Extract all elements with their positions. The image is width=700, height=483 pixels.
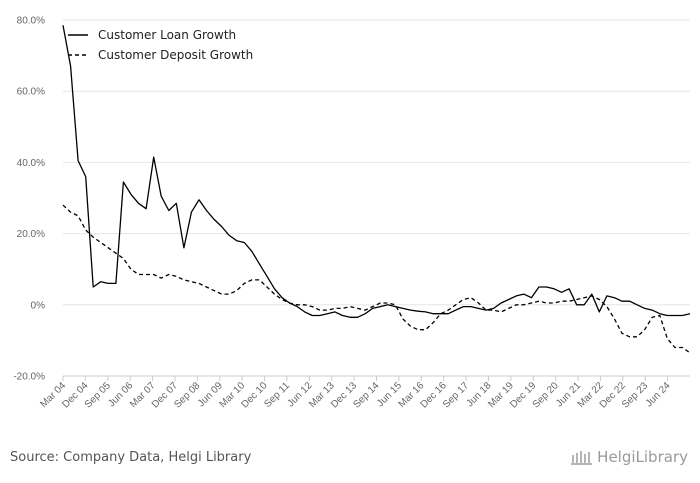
gridlines [63, 19, 690, 377]
legend-label-deposit: Customer Deposit Growth [98, 48, 253, 62]
x-tick-label: Sep 14 [351, 380, 381, 410]
brand-logo: HelgiLibrary [571, 448, 688, 466]
y-tick-label: 60.0% [17, 87, 45, 98]
y-tick-label: 40.0% [17, 158, 45, 169]
y-tick-label: 80.0% [17, 16, 45, 27]
x-tick-label: Sep 17 [441, 380, 471, 410]
series-group [62, 25, 691, 354]
y-tick-label: -20.0% [13, 372, 45, 383]
x-tick-label: Sep 23 [620, 380, 650, 410]
source-note: Source: Company Data, Helgi Library [10, 450, 252, 465]
y-tick-label: 0% [31, 300, 46, 311]
x-tick-label: Jun 24 [644, 380, 673, 409]
brand-name: HelgiLibrary [597, 448, 688, 466]
legend-label-loan: Customer Loan Growth [98, 28, 236, 42]
x-tick-label: Sep 11 [262, 380, 292, 410]
series-line-loan-growth [62, 25, 691, 318]
x-tick-label: Sep 08 [172, 380, 202, 410]
y-axis-ticks: -20.0% 0% 20.0% 40.0% 60.0% 80.0% [13, 16, 45, 383]
legend: Customer Loan Growth Customer Deposit Gr… [68, 28, 253, 62]
y-tick-label: 20.0% [17, 229, 45, 240]
x-tick-label: Sep 05 [83, 380, 113, 410]
x-tick-label: Sep 20 [531, 380, 561, 410]
library-icon [571, 451, 593, 465]
series-line-deposit-growth [62, 204, 691, 354]
